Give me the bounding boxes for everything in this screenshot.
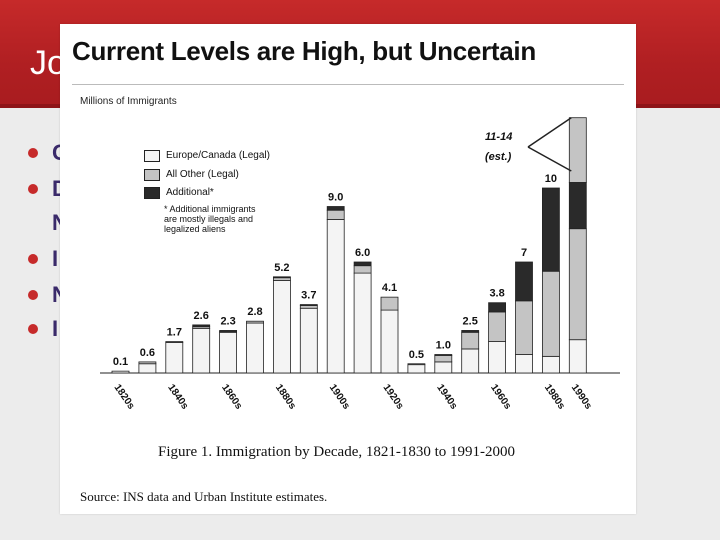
- bullet-text: I: [52, 316, 59, 341]
- bar-segment: [515, 354, 533, 374]
- data-label: 1.7: [167, 327, 182, 339]
- bar-segment: [488, 341, 507, 374]
- bar-segment: [219, 330, 238, 332]
- figure-source: Source: INS data and Urban Institute est…: [80, 489, 328, 504]
- bar-segment: [541, 270, 560, 357]
- x-tick-label: 1940s: [434, 382, 459, 411]
- x-tick-label: 1860s: [219, 382, 244, 411]
- title-divider: [72, 84, 624, 85]
- bar-segment: [515, 300, 533, 355]
- bullet-marker: [28, 148, 38, 158]
- annotation-text: (est.): [485, 151, 512, 163]
- x-tick-label: 1900s: [327, 382, 352, 411]
- data-label: 7: [521, 247, 527, 259]
- bar-segment: [219, 331, 238, 374]
- bar-segment: [541, 187, 560, 272]
- bar-segment: [299, 305, 318, 309]
- bar-segment: [299, 304, 318, 306]
- data-label: 5.2: [274, 262, 289, 274]
- bar-segment: [272, 276, 291, 279]
- x-tick-label: 1990s: [569, 382, 594, 411]
- bar-segment: [272, 277, 291, 281]
- bar-segment: [461, 331, 480, 350]
- chart-title: Current Levels are High, but Uncertain: [72, 36, 536, 66]
- annotation-arrow-lower: [527, 146, 572, 172]
- data-label: 6.0: [355, 247, 370, 259]
- data-label: 1.0: [436, 340, 451, 352]
- bar-segment: [165, 341, 184, 343]
- bar-segment: [326, 206, 345, 211]
- bar-segment: [353, 272, 372, 374]
- bar-segment: [380, 296, 399, 311]
- bar-segment: [138, 363, 157, 374]
- data-label: 2.3: [220, 315, 235, 327]
- bullet-marker: [28, 324, 38, 334]
- x-tick-label: 1840s: [165, 382, 190, 411]
- x-tick-label: 1820s: [112, 382, 137, 411]
- legend-footnote: * Additional immigrants are mostly illeg…: [164, 204, 256, 234]
- legend-swatch-europe: [144, 150, 160, 162]
- bar-segment: [246, 320, 264, 324]
- figure-caption: Figure 1. Immigration by Decade, 1821-18…: [158, 444, 516, 460]
- bar-segment: [568, 228, 587, 341]
- bar-segment: [353, 261, 372, 267]
- bar-segment: [192, 328, 211, 374]
- bar-segment: [461, 330, 480, 333]
- data-label: 4.1: [382, 282, 397, 294]
- data-label: 3.7: [301, 290, 316, 302]
- bar-segment: [111, 370, 130, 374]
- x-tick-label: 1920s: [381, 382, 406, 411]
- legend-label-additional: Additional*: [166, 187, 214, 198]
- y-axis-label: Millions of Immigrants: [80, 96, 177, 107]
- legend-label-other: All Other (Legal): [166, 169, 239, 180]
- bar-chart: 0.1 0.6 1.7 2.6 2.3 2.8 5.2 3.7 9.0 6.0 4.1 0.5 1.0 2…: [100, 117, 620, 412]
- bar-segment: [461, 348, 480, 374]
- bullet-text: I: [52, 246, 59, 271]
- bar-segment: [165, 342, 184, 374]
- data-label: 0.6: [140, 347, 155, 359]
- legend-swatch-other: [144, 169, 160, 181]
- x-tick-label: 1980s: [542, 382, 567, 411]
- chart-figure: Current Levels are High, but Uncertain M…: [60, 24, 636, 514]
- bar-segment-estimate: [568, 117, 587, 183]
- x-tick-label: 1880s: [273, 382, 298, 411]
- bar-segment: [380, 309, 399, 374]
- data-label: 9.0: [328, 192, 343, 204]
- bar-segment: [326, 219, 345, 374]
- bar-segment: [434, 354, 453, 356]
- bar-segment: [488, 302, 507, 313]
- bar-segment: [434, 361, 453, 374]
- bullet-marker: [28, 184, 38, 194]
- slide-title: Jo: [30, 44, 66, 82]
- data-label: 0.1: [113, 356, 128, 368]
- bar-segment: [272, 280, 291, 374]
- annotation-arrow-upper: [527, 117, 572, 148]
- bar-segment: [568, 339, 587, 374]
- bar-segment: [541, 355, 560, 374]
- bar-segment: [407, 364, 426, 374]
- bar-segment: [299, 307, 318, 374]
- data-label: 0.5: [409, 349, 424, 361]
- bullet-marker: [28, 254, 38, 264]
- bar-segment: [192, 324, 211, 328]
- bar-segment: [246, 322, 264, 374]
- bar-segment: [515, 261, 533, 302]
- bar-segment: [326, 209, 345, 220]
- legend-swatch-additional: [144, 187, 160, 199]
- bar-segment: [138, 361, 157, 365]
- bar-segment: [353, 265, 372, 274]
- bar-segment: [407, 363, 426, 366]
- x-tick-label: 1960s: [488, 382, 513, 411]
- bullet-marker: [28, 290, 38, 300]
- bar-segment: [488, 311, 507, 342]
- bar-segment: [568, 182, 587, 230]
- data-label: 10: [545, 173, 557, 185]
- data-label: 2.6: [194, 310, 209, 322]
- annotation-text: 11-14: [485, 131, 512, 143]
- data-label: 2.8: [247, 306, 262, 318]
- data-label: 2.5: [463, 315, 478, 327]
- bar-segment: [434, 355, 453, 363]
- legend-label-europe: Europe/Canada (Legal): [166, 150, 270, 161]
- data-label: 3.8: [489, 288, 504, 300]
